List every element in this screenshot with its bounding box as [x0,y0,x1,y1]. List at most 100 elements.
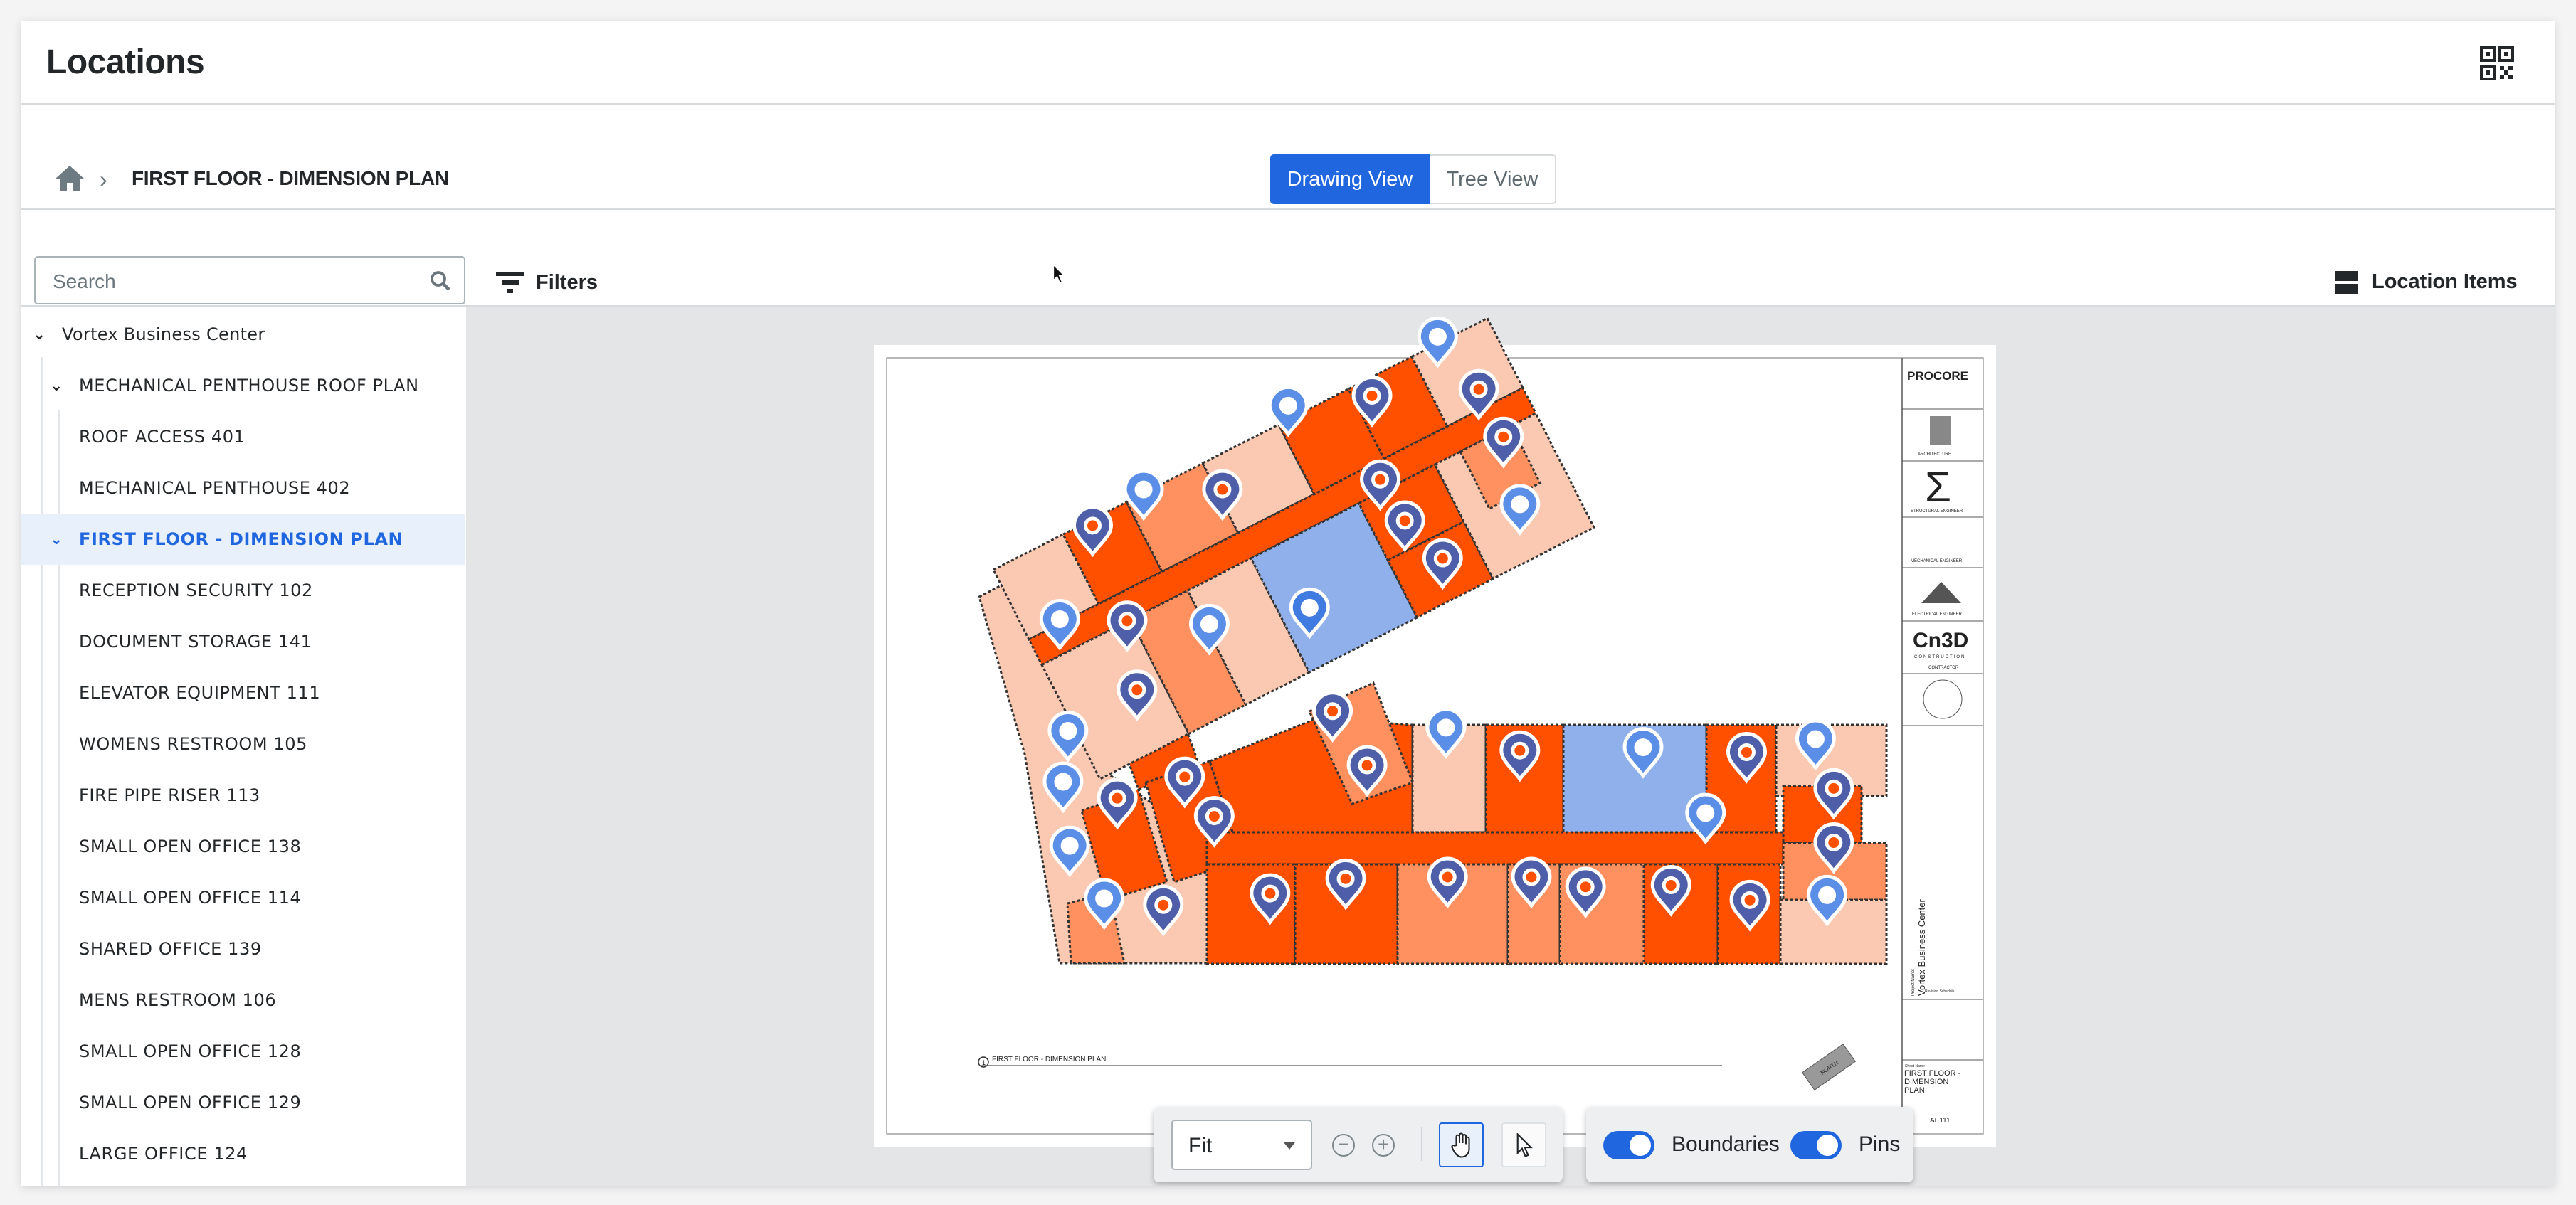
drawing-canvas[interactable]: 1 FIRST FLOOR - DIMENSION PLAN NORTH PRO… [466,307,2555,1186]
tree-item[interactable]: MENS RESTROOM 106 [21,975,465,1026]
tree-item[interactable]: SMALL OPEN OFFICE 138 [21,821,465,872]
tree-item[interactable]: ⌄ FIRST FLOOR - DIMENSION PLAN [21,514,465,565]
toggle-knob [1630,1135,1651,1156]
pin-center [1118,612,1136,630]
location-pin[interactable] [1047,711,1089,763]
location-pin[interactable] [1084,878,1125,930]
location-pin[interactable] [1325,858,1366,911]
location-pin[interactable] [1123,469,1164,521]
plan-number: 1 [982,1059,986,1066]
pin-center [1634,738,1652,757]
location-pin[interactable] [1425,707,1467,760]
location-pin[interactable] [1346,745,1388,797]
chevron-down-icon[interactable]: ⌄ [33,325,47,344]
location-pin[interactable] [1729,879,1770,932]
drawing-view-button[interactable]: Drawing View [1270,154,1430,204]
select-tool-button[interactable] [1501,1122,1546,1167]
location-pin[interactable] [1622,727,1664,779]
tree-item[interactable]: SHARED OFFICE 139 [21,923,465,975]
tree-item-label: SMALL OPEN OFFICE 129 [79,1093,302,1113]
location-pin[interactable] [1422,538,1463,590]
location-pin[interactable] [1795,718,1836,771]
tree-item-label: ROOF ACCESS 401 [79,427,246,447]
pins-toggle[interactable] [1790,1131,1842,1159]
tree-item[interactable]: DOCUMENT STORAGE 141 [21,616,465,667]
tree-item[interactable]: MECHANICAL PENTHOUSE 402 [21,462,465,514]
location-pin[interactable] [1807,874,1848,927]
location-pin[interactable] [1039,599,1080,651]
tree-item[interactable]: ⌄ MECHANICAL PENTHOUSE ROOF PLAN [21,360,465,411]
pin-center [1050,610,1069,628]
tree-item[interactable]: SMALL OPEN OFFICE 114 [21,872,465,923]
tree-view-button[interactable]: Tree View [1430,154,1556,204]
location-pin[interactable] [1049,825,1090,878]
location-pin[interactable] [1143,884,1184,937]
tree-item[interactable]: SMALL OPEN OFFICE 129 [21,1077,465,1128]
pin-center [1737,743,1756,762]
location-pin[interactable] [1072,505,1113,558]
pin-center [1428,327,1447,346]
location-pin[interactable] [1565,866,1606,919]
pin-center [1261,884,1279,903]
tree-item-label: SMALL OPEN OFFICE 114 [79,888,302,908]
location-pin[interactable] [1417,316,1458,368]
zoom-in-icon[interactable]: + [1372,1134,1395,1157]
tree-item[interactable]: RECEPTION SECURITY 102 [21,565,465,616]
pin-center [1818,886,1837,904]
location-pin[interactable] [1267,385,1309,437]
tree-item-root[interactable]: ⌄ Vortex Business Center [21,309,465,360]
boundaries-label: Boundaries [1672,1132,1780,1156]
pin-center [1511,741,1529,760]
tree-item[interactable]: SMALL OPEN OFFICE 128 [21,1026,465,1077]
location-pin[interactable] [1511,856,1552,909]
qr-code-icon[interactable] [2480,46,2514,80]
zoom-select[interactable]: Fit [1171,1120,1312,1170]
filters-button[interactable]: Filters [496,270,598,294]
location-pin[interactable] [1726,732,1767,784]
location-pin[interactable] [1685,792,1726,845]
pin-center [1469,380,1488,398]
location-pin[interactable] [1250,873,1291,925]
location-pin[interactable] [1107,600,1148,653]
location-pin[interactable] [1097,777,1138,830]
pin-center [1279,396,1297,415]
tree-item[interactable]: ROOF ACCESS 401 [21,411,465,462]
location-pin[interactable] [1289,587,1330,639]
location-pin[interactable] [1164,756,1205,809]
tree-item[interactable]: WOMENS RESTROOM 105 [21,718,465,770]
pins-label: Pins [1859,1132,1901,1156]
boundaries-toggle[interactable] [1603,1131,1654,1159]
search-input[interactable]: Search [34,256,465,304]
chevron-down-icon[interactable]: ⌄ [50,376,64,395]
location-pin[interactable] [1427,856,1468,909]
location-pin[interactable] [1117,669,1158,722]
chevron-down-icon[interactable]: ⌄ [50,530,64,548]
north-arrow-icon: NORTH [1802,1043,1856,1091]
tree-item[interactable]: LARGE OFFICE 124 [21,1128,465,1179]
filters-label: Filters [536,270,598,294]
location-items-button[interactable]: Location Items [2335,270,2518,294]
location-pin[interactable] [1650,865,1691,917]
location-pin[interactable] [1483,416,1524,469]
location-pin[interactable] [1360,459,1401,511]
tree-item[interactable]: FIRE PIPE RISER 113 [21,770,465,821]
location-pin[interactable] [1202,469,1243,521]
location-pin[interactable] [1499,484,1541,536]
pan-tool-button[interactable] [1439,1122,1484,1167]
location-pin[interactable] [1813,822,1854,874]
location-pin[interactable] [1193,796,1235,848]
floor-plan-drawing[interactable]: 1 FIRST FLOOR - DIMENSION PLAN NORTH PRO… [466,307,2555,1186]
pin-center [1134,480,1153,499]
location-pin[interactable] [1351,375,1393,428]
home-icon[interactable] [56,166,84,191]
location-pin[interactable] [1499,730,1541,782]
zoom-out-icon[interactable]: − [1332,1134,1355,1157]
location-pin[interactable] [1188,603,1230,656]
location-pin[interactable] [1384,500,1425,553]
location-pin[interactable] [1813,768,1854,820]
tree-item[interactable]: ELEVATOR EQUIPMENT 111 [21,667,465,718]
pin-center [1083,516,1102,535]
location-pin[interactable] [1312,691,1353,743]
location-pin[interactable] [1458,368,1499,421]
location-pin[interactable] [1042,761,1084,814]
